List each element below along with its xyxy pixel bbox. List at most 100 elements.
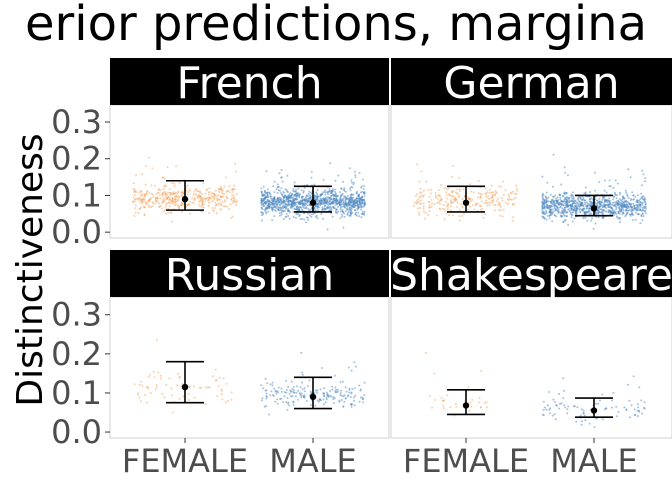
data-point [170,211,172,214]
data-point [542,400,545,403]
data-point [309,191,312,194]
data-point [356,190,358,193]
data-point [221,398,224,401]
data-point [322,202,325,205]
data-point [363,381,366,384]
data-point [515,193,518,196]
data-point [605,207,608,209]
data-point [641,213,644,216]
data-point [275,188,278,191]
data-point [422,202,425,205]
data-point [497,201,500,204]
data-point [348,197,351,200]
data-point [166,202,169,205]
data-point [627,383,630,386]
data-point [460,203,463,205]
data-point [348,391,351,394]
data-point [208,197,211,200]
data-point [147,206,150,209]
data-point [315,214,318,217]
data-point [616,194,619,197]
data-point [493,193,496,196]
data-point [289,203,292,206]
data-point [282,218,285,221]
data-point [431,406,433,409]
data-point [625,206,628,209]
data-point [338,399,341,402]
data-point [362,205,365,208]
data-point [442,404,445,407]
data-point [262,185,265,188]
data-point [265,392,268,395]
data-point [602,208,605,211]
data-point [427,189,430,191]
data-point [413,204,415,207]
data-point [337,174,340,177]
data-point [564,208,567,211]
data-point [272,199,275,202]
data-point [305,399,308,402]
data-point [487,198,490,200]
data-point [544,198,546,201]
data-point [424,211,427,214]
data-point [634,211,637,214]
data-point [480,200,483,203]
data-point [342,395,345,398]
data-point [285,207,288,210]
data-point [215,212,218,215]
data-point [479,205,482,208]
data-point [544,212,546,215]
data-point [355,202,358,205]
data-point [486,204,489,207]
data-point [639,209,642,211]
data-point [277,386,280,389]
data-point [566,211,569,214]
data-point [563,200,566,203]
data-point [342,201,345,204]
data-point [293,199,296,202]
data-point [349,396,352,399]
data-point [413,201,416,204]
data-point [609,203,612,206]
data-point [420,202,423,205]
data-point [166,166,169,169]
data-point [188,386,191,389]
data-point [481,193,484,196]
data-point [329,394,332,397]
data-point [212,209,215,212]
data-point [341,192,344,195]
data-point [559,193,562,196]
data-point [275,390,278,393]
data-point [563,166,566,169]
data-point [440,397,443,400]
data-point [452,201,455,203]
data-point [615,405,618,408]
data-point [135,174,138,177]
data-point [363,394,366,397]
data-point [220,388,223,391]
data-point [297,187,300,190]
data-point [234,170,237,173]
data-point [322,403,325,406]
data-point [280,213,283,216]
data-point [578,205,581,208]
data-point [352,183,355,186]
data-point [414,194,417,197]
data-point [551,220,554,223]
data-point [193,396,196,399]
data-point [322,217,324,220]
data-point [355,214,358,217]
data-point [542,198,544,201]
data-point [562,192,565,195]
data-point [467,386,470,389]
data-point [480,369,483,372]
data-point [266,194,269,197]
data-point [297,213,300,215]
data-point [212,375,214,378]
data-point [277,200,280,203]
data-point [637,209,640,211]
data-point [597,216,600,219]
data-point [477,179,480,182]
data-point [265,170,268,173]
data-point [147,199,150,202]
